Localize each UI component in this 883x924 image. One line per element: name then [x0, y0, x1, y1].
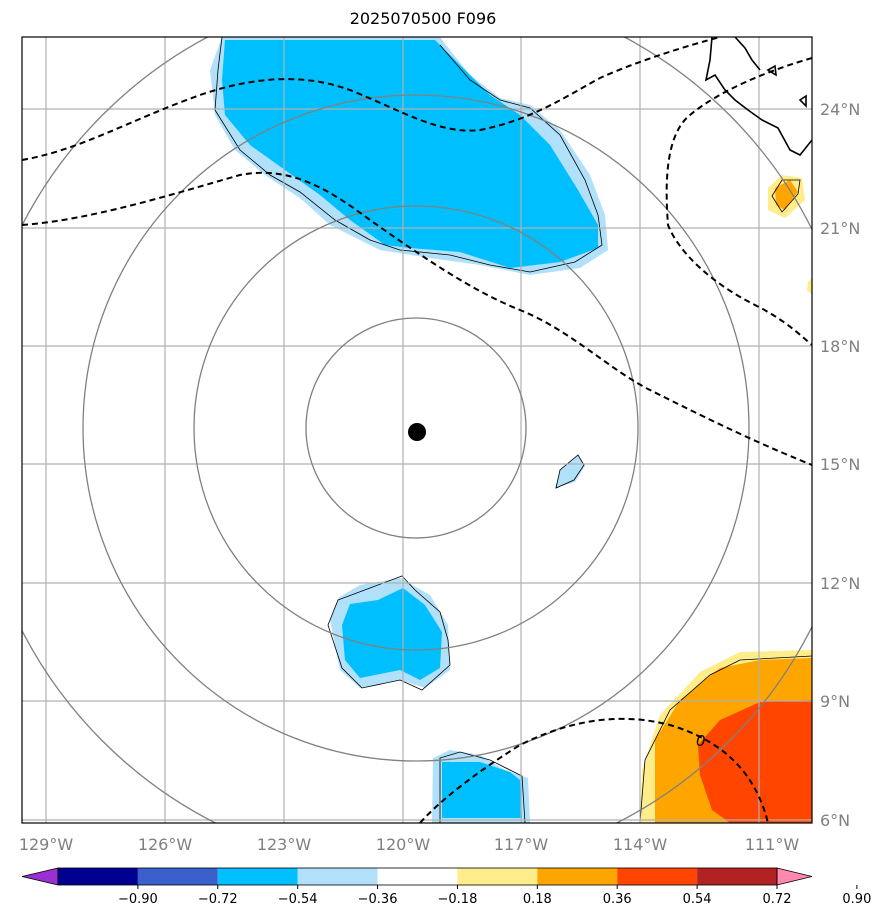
dashed-contours — [22, 37, 812, 823]
field-outline-layer — [214, 37, 812, 823]
colorbar-tick-label: 0.72 — [763, 892, 792, 907]
positive-anomaly-northeast — [775, 180, 798, 210]
positive-anomaly-edge — [807, 278, 812, 295]
lat-lon-grid — [22, 37, 812, 823]
lon-label: 120°W — [376, 835, 431, 854]
lat-label: 21°N — [820, 219, 860, 238]
colorbar-segment — [537, 868, 618, 885]
colorbar-frame — [57, 867, 778, 886]
lat-label: 6°N — [820, 811, 850, 830]
colorbar-segment — [58, 868, 138, 885]
lon-label: 129°W — [19, 835, 74, 854]
positive-anomaly-southeast-strong — [698, 700, 812, 823]
latitude-labels: 24°N 21°N 18°N 15°N 12°N 9°N 6°N — [820, 100, 860, 830]
lat-label: 24°N — [820, 100, 860, 119]
lon-label: 123°W — [257, 835, 312, 854]
colorbar-tick-label: −0.90 — [118, 892, 158, 907]
negative-anomaly-middle-inner — [342, 588, 442, 680]
lon-label: 117°W — [494, 835, 549, 854]
lon-label: 114°W — [613, 835, 668, 854]
storm-center-marker — [408, 423, 426, 441]
contour-label: 0 — [696, 732, 706, 750]
map-title: 2025070500 F096 — [349, 9, 497, 28]
colorbar-segment — [137, 868, 218, 885]
colorbar-segment — [377, 868, 458, 885]
range-rings — [22, 37, 812, 823]
colorbar-tick-label: 0.90 — [842, 892, 871, 907]
colorbar-tick-label: −0.72 — [198, 892, 238, 907]
colorbar-tick-label: −0.54 — [278, 892, 318, 907]
lat-label: 9°N — [820, 692, 850, 711]
colorbar-segment — [297, 868, 378, 885]
lat-label: 15°N — [820, 455, 860, 474]
colorbar-segment — [217, 868, 298, 885]
negative-anomaly-small — [555, 455, 585, 488]
colorbar-segment — [617, 868, 698, 885]
colorbar-segment — [457, 868, 538, 885]
negative-anomaly-north-inner — [222, 40, 598, 268]
longitude-labels: 129°W 126°W 123°W 120°W 117°W 114°W 111°… — [19, 835, 800, 854]
colorbar-tick-label: 0.54 — [683, 892, 712, 907]
colorbar-tick-label: −0.18 — [438, 892, 478, 907]
colorbar-tick-label: 0.36 — [603, 892, 632, 907]
coastline — [704, 37, 812, 157]
lat-label: 18°N — [820, 337, 860, 356]
colorbar-segment — [697, 868, 777, 885]
colorbar-tick-label: −0.36 — [358, 892, 398, 907]
colorbar-extend-low — [21, 867, 59, 886]
lon-label: 111°W — [745, 835, 800, 854]
lon-label: 126°W — [138, 835, 193, 854]
colorbar-tick-label: 0.18 — [523, 892, 552, 907]
colorbar-extend-high — [776, 867, 813, 886]
shaded-field-layer — [210, 37, 812, 823]
map-frame — [21, 36, 813, 824]
negative-anomaly-south-inner — [442, 762, 522, 818]
lat-label: 12°N — [820, 574, 860, 593]
colorbar: −0.90 −0.72 −0.54 −0.36 −0.18 0.18 0.36 0.54 0.7… — [21, 867, 871, 907]
